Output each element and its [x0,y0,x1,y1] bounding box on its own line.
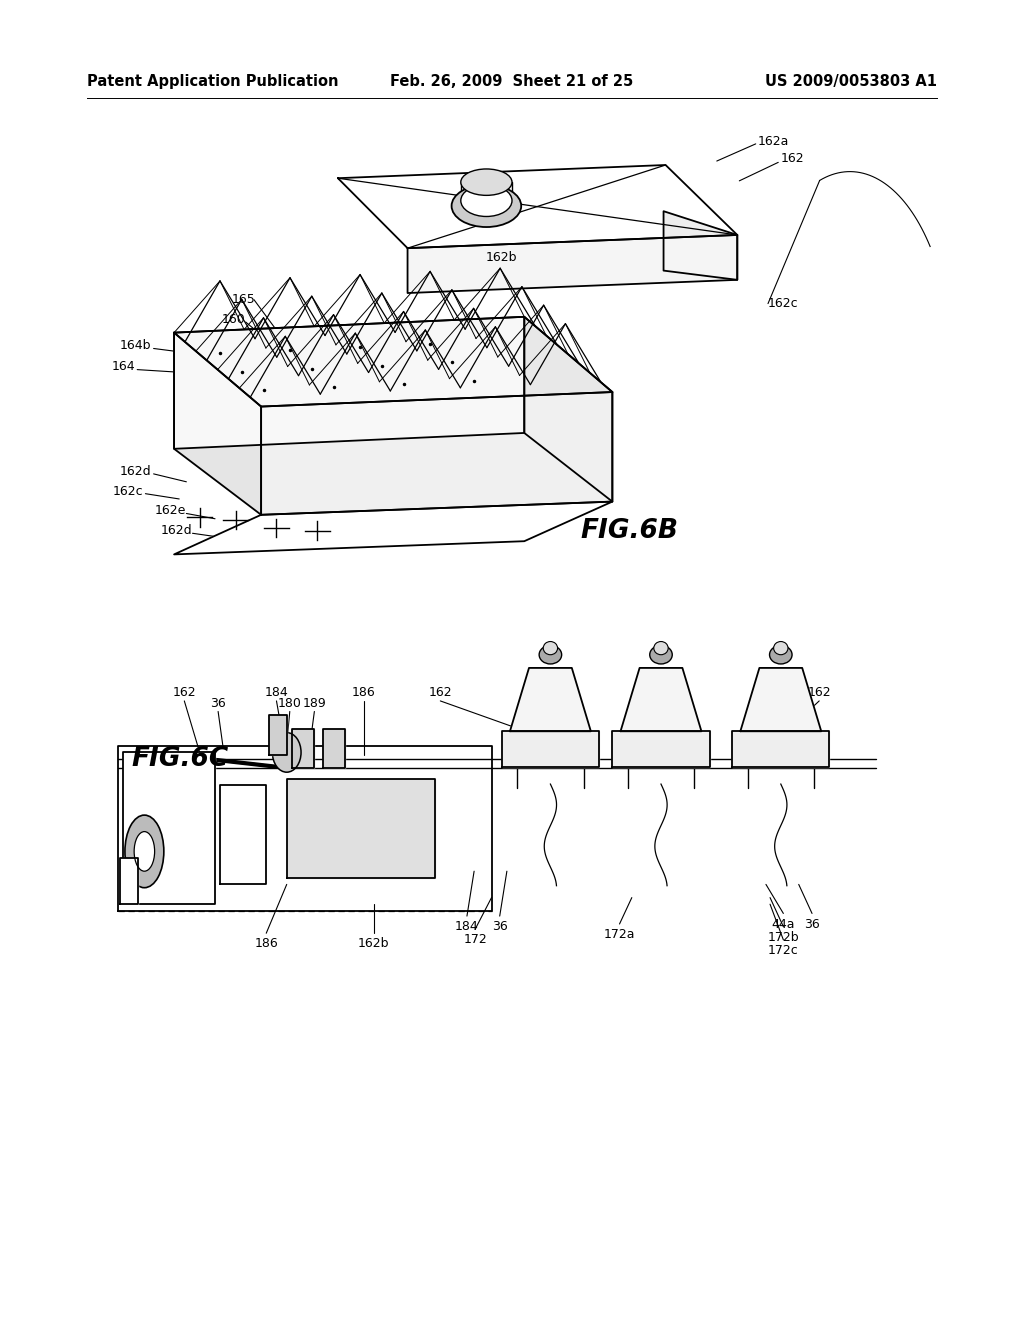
Polygon shape [174,333,261,515]
Text: Patent Application Publication: Patent Application Publication [87,74,339,90]
Polygon shape [269,715,287,755]
Ellipse shape [125,814,164,888]
Text: 162c: 162c [113,484,143,498]
Text: 162b: 162b [358,937,389,950]
Text: FIG.6C: FIG.6C [131,746,228,772]
Text: 162b: 162b [486,251,517,264]
Polygon shape [174,502,612,554]
Text: 164b: 164b [120,339,152,352]
Polygon shape [510,668,591,731]
Text: 162a: 162a [758,135,790,148]
Text: 180: 180 [278,697,302,710]
Ellipse shape [134,832,155,871]
Polygon shape [524,317,612,502]
Text: 162e: 162e [155,504,186,517]
Ellipse shape [774,642,788,655]
Ellipse shape [452,185,521,227]
Polygon shape [118,746,492,911]
Text: 165: 165 [231,293,256,306]
Text: 162: 162 [172,686,197,700]
Text: 162d: 162d [120,465,152,478]
Polygon shape [220,785,266,884]
Ellipse shape [653,642,668,655]
Text: 172b: 172b [768,931,799,944]
Polygon shape [502,731,599,767]
Text: FIG.6B: FIG.6B [581,517,679,544]
Polygon shape [323,729,345,768]
Polygon shape [621,668,701,731]
Polygon shape [612,731,710,767]
Text: 186: 186 [351,686,376,700]
Ellipse shape [461,169,512,195]
Text: 44a: 44a [772,917,795,931]
Polygon shape [174,317,612,407]
Ellipse shape [543,642,557,655]
Polygon shape [664,211,737,280]
Text: 162c: 162c [768,297,799,310]
Text: 172a: 172a [604,928,635,941]
Text: 36: 36 [492,920,508,933]
Text: 186: 186 [254,937,279,950]
Polygon shape [408,235,737,293]
Polygon shape [338,165,737,248]
Text: 189: 189 [302,697,327,710]
Polygon shape [174,317,524,449]
Ellipse shape [539,645,561,664]
Ellipse shape [461,185,512,216]
Text: 162: 162 [428,686,453,700]
Text: 172: 172 [463,933,487,946]
Text: 184: 184 [455,920,479,933]
Text: 36: 36 [210,697,226,710]
Ellipse shape [649,645,672,664]
Polygon shape [287,779,435,878]
Text: 164: 164 [112,360,135,374]
Polygon shape [261,392,612,515]
Text: Feb. 26, 2009  Sheet 21 of 25: Feb. 26, 2009 Sheet 21 of 25 [390,74,634,90]
Text: 162d: 162d [161,524,193,537]
Text: 172c: 172c [768,944,799,957]
Ellipse shape [770,645,793,664]
Text: US 2009/0053803 A1: US 2009/0053803 A1 [765,74,937,90]
Polygon shape [740,668,821,731]
Polygon shape [292,729,314,768]
Text: 162: 162 [780,152,804,165]
Text: 160: 160 [221,313,246,326]
Text: 162: 162 [807,686,831,700]
Polygon shape [120,858,138,904]
Polygon shape [732,731,829,767]
Text: 36: 36 [804,917,820,931]
Text: 184: 184 [264,686,289,700]
Ellipse shape [272,733,301,772]
Polygon shape [123,752,215,904]
